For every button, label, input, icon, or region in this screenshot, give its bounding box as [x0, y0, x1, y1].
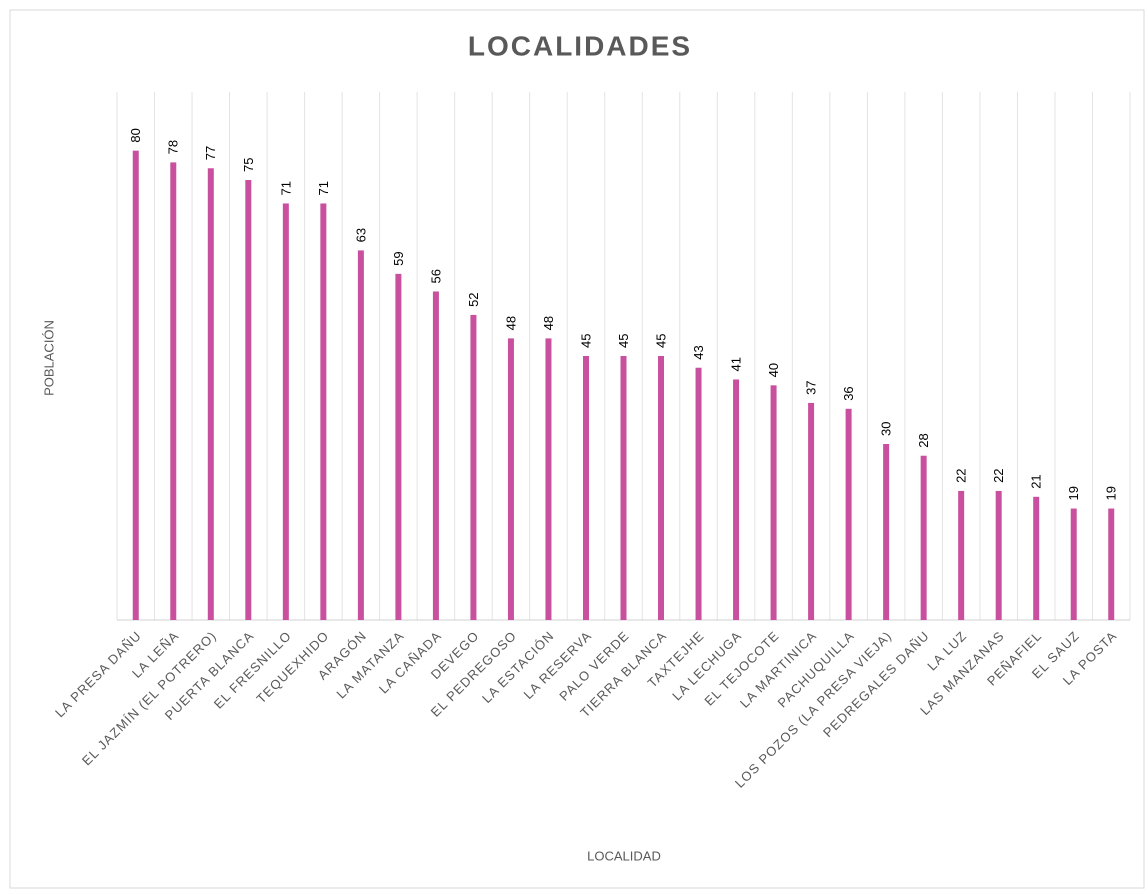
- data-label: 45: [616, 334, 631, 348]
- bar: [808, 402, 815, 620]
- bar: [545, 338, 552, 620]
- bar: [170, 162, 177, 620]
- bar: [695, 367, 702, 620]
- data-label: 19: [1104, 486, 1119, 500]
- data-label: 36: [841, 386, 856, 400]
- bar: [582, 356, 589, 620]
- data-label: 71: [316, 181, 331, 195]
- data-label: 48: [503, 316, 518, 330]
- chart-title: LOCALIDADES: [468, 30, 692, 61]
- data-label: 28: [916, 433, 931, 447]
- data-label: 77: [203, 146, 218, 160]
- data-label: 40: [766, 363, 781, 377]
- data-label: 19: [1066, 486, 1081, 500]
- bar: [883, 444, 890, 620]
- bar: [1108, 508, 1115, 620]
- bar: [470, 314, 477, 620]
- data-label: 80: [128, 128, 143, 142]
- bar: [920, 455, 927, 620]
- data-label: 52: [466, 292, 481, 306]
- bar: [620, 356, 627, 620]
- data-label: 75: [241, 158, 256, 172]
- y-axis-label: POBLACIÓN: [41, 320, 56, 396]
- data-label: 30: [879, 422, 894, 436]
- bar: [958, 490, 965, 620]
- bar: [733, 379, 740, 620]
- bar: [245, 180, 252, 620]
- bar: [320, 203, 327, 620]
- bar: [658, 356, 665, 620]
- data-label: 22: [954, 468, 969, 482]
- bar: [395, 273, 402, 620]
- x-axis-label: LOCALIDAD: [587, 848, 661, 863]
- bar: [432, 291, 439, 620]
- data-label: 63: [353, 228, 368, 242]
- bar: [507, 338, 514, 620]
- data-label: 43: [691, 345, 706, 359]
- data-label: 59: [391, 251, 406, 265]
- bar: [132, 150, 139, 620]
- bar: [995, 490, 1002, 620]
- data-label: 45: [653, 334, 668, 348]
- data-label: 37: [804, 380, 819, 394]
- bar: [1033, 496, 1040, 620]
- data-label: 22: [991, 468, 1006, 482]
- data-label: 56: [428, 269, 443, 283]
- bar: [770, 385, 777, 620]
- data-label: 41: [728, 357, 743, 371]
- chart-frame: [9, 9, 1145, 889]
- bar: [845, 408, 852, 620]
- data-label: 71: [278, 181, 293, 195]
- data-label: 78: [166, 140, 181, 154]
- data-label: 48: [541, 316, 556, 330]
- bar: [1070, 508, 1077, 620]
- data-label: 45: [578, 334, 593, 348]
- bar: [282, 203, 289, 620]
- data-label: 21: [1029, 474, 1044, 488]
- bar: [207, 168, 214, 620]
- bar: [357, 250, 364, 620]
